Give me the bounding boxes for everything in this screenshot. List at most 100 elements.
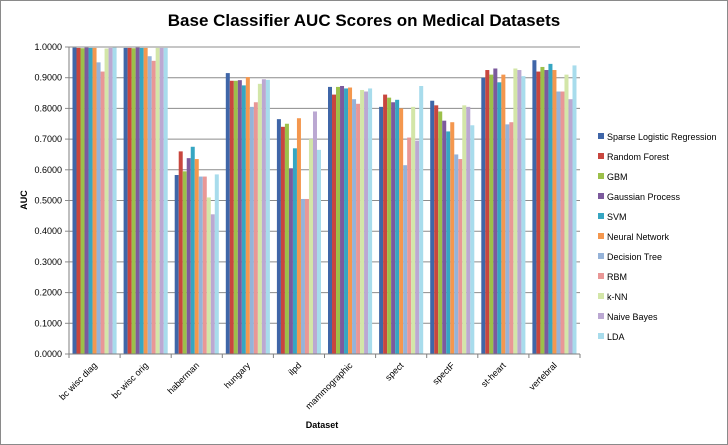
bar [186, 158, 191, 354]
bar [379, 106, 384, 355]
bar [536, 71, 541, 354]
bar [572, 65, 577, 355]
bar [182, 171, 187, 354]
bar [485, 70, 490, 355]
bar [127, 47, 132, 355]
legend: Sparse Logistic Regression Random Forest G… [598, 132, 717, 342]
bar [415, 140, 420, 354]
bar [560, 91, 565, 354]
bar [328, 86, 333, 354]
y-tick-label: 0.2000 [34, 288, 62, 298]
bar [265, 79, 270, 354]
bar [532, 60, 537, 355]
bar [497, 82, 502, 355]
y-tick-label: 0.4000 [34, 226, 62, 236]
y-tick-label: 0.8000 [34, 103, 62, 113]
legend-label: GBM [607, 172, 628, 182]
bar [552, 70, 557, 355]
bar [151, 60, 156, 354]
bar [450, 122, 455, 354]
legend-swatch [598, 213, 604, 219]
legend-swatch [598, 273, 604, 279]
bar [462, 105, 467, 354]
bar [454, 154, 459, 354]
bar [202, 176, 207, 354]
bar [395, 99, 400, 354]
legend-label: RBM [607, 272, 627, 282]
bar [356, 103, 361, 354]
bar [237, 80, 242, 354]
bar [509, 122, 514, 354]
bar [284, 123, 289, 354]
bar [88, 47, 93, 355]
bar [163, 47, 168, 355]
bar [548, 63, 553, 354]
bar [332, 94, 337, 355]
bar [352, 99, 357, 354]
bar [257, 83, 262, 354]
bar [276, 119, 281, 355]
bar [517, 70, 522, 355]
legend-label: Decision Tree [607, 252, 662, 262]
legend-label: SVM [607, 212, 627, 222]
bar [214, 174, 219, 354]
y-tick-label: 0.1000 [34, 318, 62, 328]
bar [112, 47, 117, 354]
bar [159, 47, 164, 355]
legend-label: Sparse Logistic Regression [607, 132, 717, 142]
y-tick-label: 0.5000 [34, 196, 62, 206]
bar [194, 159, 199, 354]
y-tick-label: 0.9000 [34, 73, 62, 83]
bar [493, 68, 498, 355]
bar [368, 88, 373, 354]
bar [245, 77, 250, 354]
bar [80, 48, 85, 355]
bar [210, 214, 215, 354]
bar [458, 159, 463, 354]
bar [292, 148, 297, 354]
bar [501, 74, 506, 354]
bar [383, 94, 388, 355]
y-tick-label: 1.0000 [34, 42, 62, 52]
bar [174, 175, 179, 354]
bar [430, 100, 435, 354]
bar [304, 198, 309, 354]
bar [261, 79, 266, 355]
legend-label: Gaussian Process [607, 192, 681, 202]
y-tick-label: 0.7000 [34, 134, 62, 144]
bar [481, 77, 486, 354]
legend-swatch [598, 333, 604, 339]
x-axis-label: Dataset [306, 420, 339, 430]
bar [316, 149, 321, 354]
bar [568, 99, 573, 354]
bar [123, 47, 128, 355]
legend-label: LDA [607, 332, 625, 342]
bar [360, 89, 365, 354]
bar [407, 137, 412, 354]
bar [233, 80, 238, 355]
bar [419, 85, 424, 354]
legend-label: Naive Bayes [607, 312, 658, 322]
bar [505, 124, 510, 354]
legend-label: Neural Network [607, 232, 670, 242]
bar [442, 120, 447, 355]
bar [296, 118, 301, 354]
bar [391, 102, 396, 354]
bar [403, 165, 408, 354]
legend-swatch [598, 293, 604, 299]
bar [229, 80, 234, 355]
bar [206, 197, 211, 354]
bar [513, 68, 518, 355]
bar [280, 126, 285, 354]
legend-swatch [598, 193, 604, 199]
bar [96, 62, 101, 354]
bar [434, 105, 439, 354]
bar [131, 48, 136, 355]
bar [72, 47, 77, 354]
bar [438, 111, 443, 354]
bar [399, 108, 404, 355]
bar [135, 47, 140, 354]
bar [84, 47, 89, 354]
y-tick-label: 0.3000 [34, 257, 62, 267]
